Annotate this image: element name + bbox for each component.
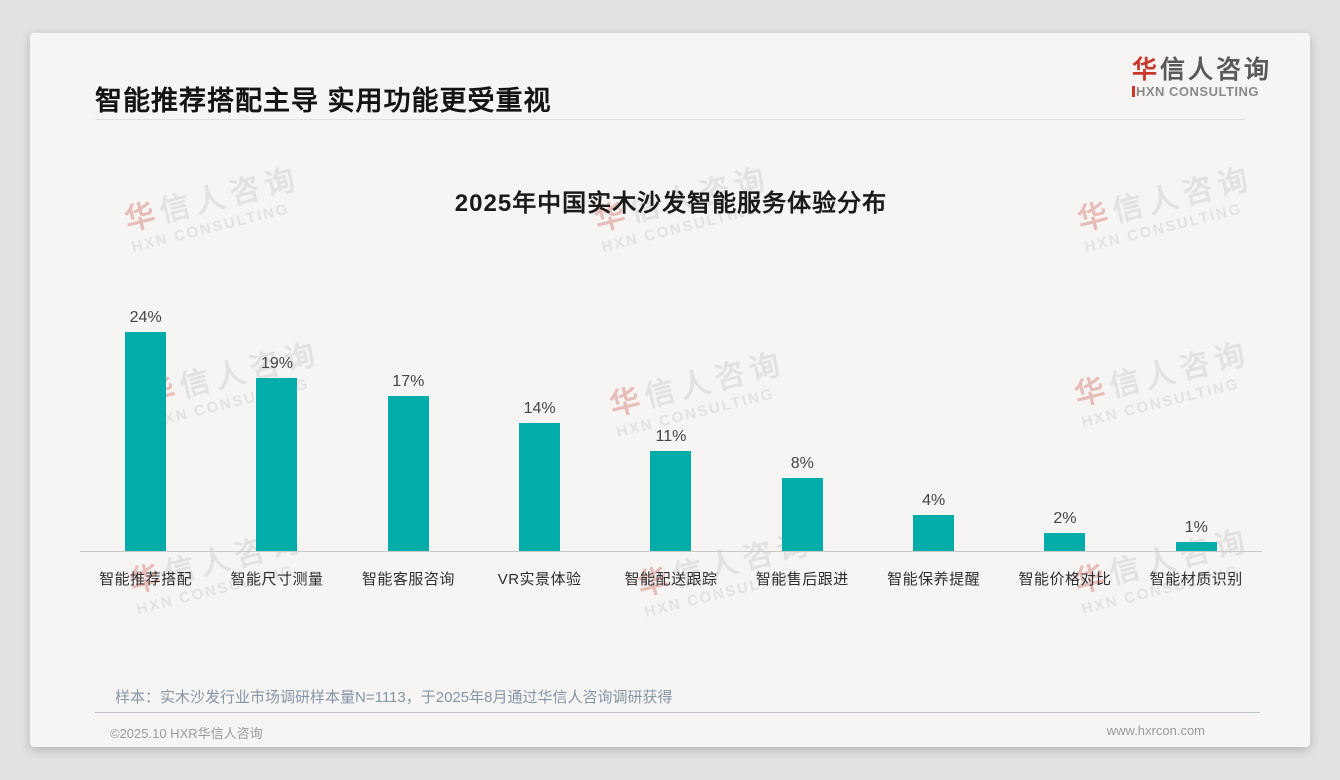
header-divider [95, 119, 1245, 120]
bar-chart: 24% 19% 17% 14% 11% 8% 4% 2% 1% 智能推荐搭配 智能尺寸测量 智能客服… [80, 301, 1262, 589]
bar [387, 395, 429, 551]
logo-english-text: HXN CONSULTING [1131, 84, 1272, 99]
bar-category-label: 智能尺寸测量 [230, 571, 324, 588]
bar-value-label: 14% [523, 400, 556, 418]
bar-category-label: 智能售后跟进 [755, 571, 849, 588]
page-title: 智能推荐搭配主导 实用功能更受重视 [95, 86, 552, 116]
bar-value-label: 17% [392, 372, 425, 390]
bar-columns: 24% 19% 17% 14% 11% 8% 4% 2% 1% [80, 301, 1262, 552]
chart-title: 2025年中国实木沙发智能服务体验分布 [454, 190, 888, 217]
footer-copyright: ©2025.10 HXR华信人咨询 [110, 726, 263, 741]
bar-value-label: 19% [260, 354, 293, 372]
logo-rest-chars: 信人咨询 [1159, 56, 1272, 84]
bar-category-label: VR实景体验 [497, 571, 582, 588]
bar-column: 1% [1131, 301, 1262, 551]
bar-column: 4% [868, 301, 999, 551]
bar-category-label: 智能推荐搭配 [99, 571, 193, 588]
bar-column: 8% [737, 301, 868, 551]
bar [1044, 532, 1086, 551]
bar-column: 24% [80, 301, 211, 551]
bar-value-label: 24% [129, 309, 162, 326]
bar-value-label: 2% [1053, 509, 1077, 527]
bar-category-label: 智能保养提醒 [887, 571, 981, 588]
logo-chinese-text: 华信人咨询 [1131, 56, 1272, 85]
bar [125, 332, 167, 551]
footer-website: www.hxrcon.com [1106, 723, 1205, 738]
category-labels: 智能推荐搭配 智能尺寸测量 智能客服咨询 VR实景体验 智能配送跟踪 智能售后跟进 智能保养… [80, 568, 1262, 589]
bar [519, 423, 561, 551]
bar-column: 11% [605, 301, 736, 551]
logo-first-char: 华 [1131, 56, 1160, 84]
bar-column: 19% [211, 301, 342, 551]
bar [650, 450, 692, 551]
bar [256, 377, 298, 551]
bar-column: 2% [999, 301, 1130, 551]
bar-value-label: 1% [1184, 518, 1208, 536]
sample-footnote: 样本：实木沙发行业市场调研样本量N=1113，于2025年8月通过华信人咨询调研… [115, 689, 673, 706]
bar-category-label: 智能价格对比 [1018, 571, 1112, 588]
footer-divider [95, 712, 1260, 713]
bar-value-label: 11% [655, 427, 687, 445]
bar-category-label: 智能客服咨询 [361, 571, 455, 588]
bar [1175, 541, 1217, 551]
bar-column: 17% [343, 301, 474, 551]
bar-column: 14% [474, 301, 605, 551]
bar [913, 514, 955, 551]
bar [781, 478, 823, 551]
slide-card: 华信人咨询 HXN CONSULTING 华信人咨询 HXN CONSULTING 华信… [30, 33, 1310, 747]
company-logo: 华信人咨询 HXN CONSULTING [1131, 56, 1272, 99]
bar-category-label: 智能配送跟踪 [624, 571, 718, 588]
bar-category-label: 智能材质识别 [1149, 571, 1243, 588]
bar-value-label: 4% [922, 491, 946, 509]
bar-value-label: 8% [790, 455, 814, 472]
